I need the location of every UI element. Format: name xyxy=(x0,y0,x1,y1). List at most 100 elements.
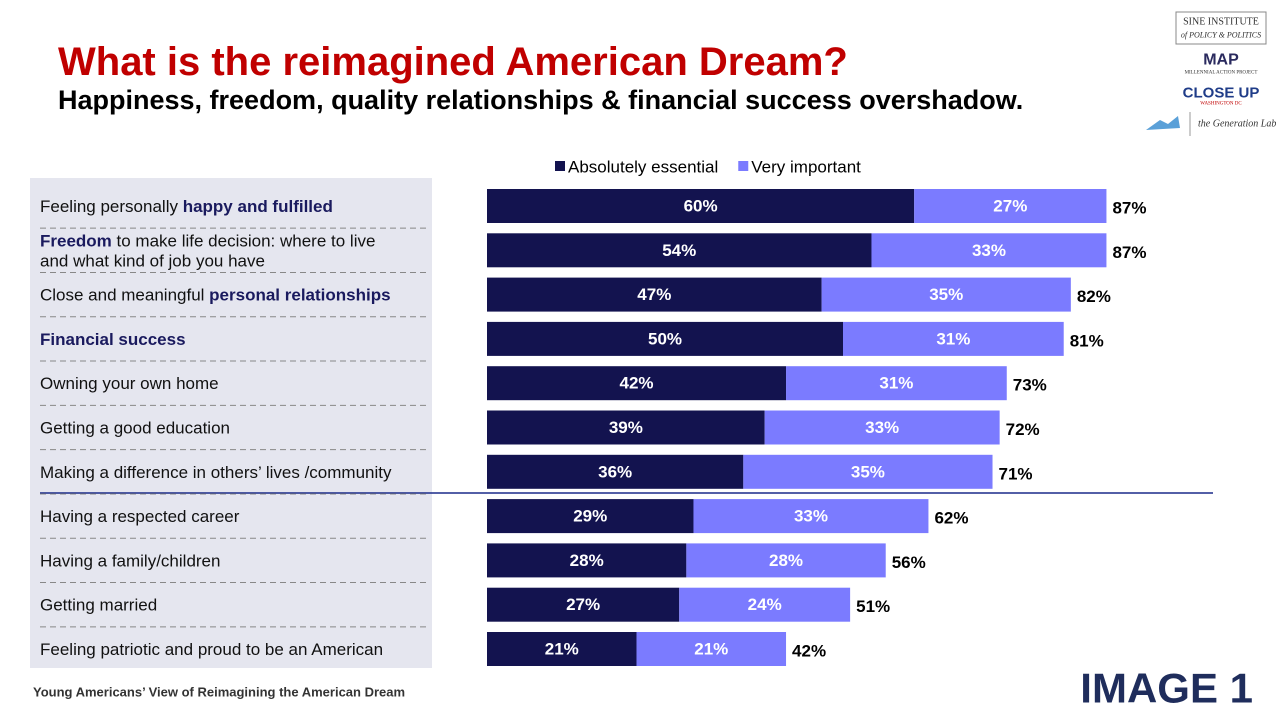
total-label: 42% xyxy=(792,642,826,661)
bar-value-label: 21% xyxy=(545,640,579,659)
bar-segment xyxy=(487,632,637,666)
bar-segment xyxy=(686,543,886,578)
logo-text: of POLICY & POLITICS xyxy=(1181,31,1261,40)
total-label: 72% xyxy=(1006,420,1040,439)
category-label-part: Close and meaningful xyxy=(40,285,209,304)
bar-segment xyxy=(871,233,1107,268)
total-label: 82% xyxy=(1077,287,1111,306)
category-label-part: Making a difference in others’ lives /co… xyxy=(40,462,392,481)
category-label-part: Owning your own home xyxy=(40,374,219,393)
category-label: and what kind of job you have xyxy=(40,251,265,270)
category-label: Feeling patriotic and proud to be an Ame… xyxy=(40,640,383,659)
category-label-part: Getting married xyxy=(40,595,157,614)
bar-value-label: 42% xyxy=(620,374,654,393)
bar-value-label: 21% xyxy=(694,640,728,659)
logo-mountain xyxy=(1146,116,1180,130)
label-panel xyxy=(30,178,432,668)
subtitle: Happiness, freedom, quality relationship… xyxy=(58,85,1023,115)
bar-value-label: 35% xyxy=(851,462,885,481)
logo-frame xyxy=(1175,11,1267,45)
category-label-part: Financial success xyxy=(40,329,186,348)
category-label-part: and what kind of job you have xyxy=(40,251,265,270)
bar-value-label: 47% xyxy=(637,285,671,304)
bar-value-label: 24% xyxy=(748,595,782,614)
bar-segment xyxy=(487,366,787,401)
bar-segment xyxy=(636,632,787,666)
bar-value-label: 29% xyxy=(573,507,607,526)
bar-value-label: 35% xyxy=(929,285,963,304)
bar-segment xyxy=(487,321,843,356)
category-label: Financial success xyxy=(40,329,186,348)
total-label: 71% xyxy=(999,464,1033,483)
total-label: 56% xyxy=(892,553,926,572)
logo-text: MILLENNIAL ACTION PROJECT xyxy=(1185,71,1258,76)
category-label-part: Having a family/children xyxy=(40,551,220,570)
bar-value-label: 39% xyxy=(609,418,643,437)
bar-value-label: 31% xyxy=(936,329,970,348)
bar-segment xyxy=(487,233,872,268)
category-label: Having a family/children xyxy=(40,551,220,570)
category-label: Making a difference in others’ lives /co… xyxy=(40,462,392,481)
footnote: Young Americans’ View of Reimagining the… xyxy=(33,685,405,700)
category-label-part: Freedom xyxy=(40,231,112,250)
total-label: 62% xyxy=(934,509,968,528)
logos: SINE INSTITUTE of POLICY & POLITICS MAP … xyxy=(1146,11,1276,136)
logo-text: the Generation Lab xyxy=(1198,119,1276,130)
category-label: Freedom to make life decision: where to … xyxy=(40,231,375,250)
category-label: Getting a good education xyxy=(40,418,230,437)
category-label-part: Getting a good education xyxy=(40,418,230,437)
bar-value-label: 28% xyxy=(570,551,604,570)
bar-value-label: 27% xyxy=(566,595,600,614)
legend-label: Absolutely essential xyxy=(568,158,718,177)
total-label: 81% xyxy=(1070,331,1104,350)
category-label: Feeling personally happy and fulfilled xyxy=(40,197,333,216)
bar-segment xyxy=(487,587,680,622)
bar-value-label: 31% xyxy=(879,374,913,393)
legend-swatch xyxy=(555,161,565,171)
bar-value-label: 54% xyxy=(662,241,696,260)
title: What is the reimagined American Dream? xyxy=(58,40,848,84)
bar-segment xyxy=(786,366,1007,401)
bar-segment xyxy=(487,410,765,445)
total-label: 51% xyxy=(856,597,890,616)
category-label-part: Feeling personally xyxy=(40,197,183,216)
bar-segment xyxy=(487,499,694,534)
bar-segment xyxy=(821,277,1071,312)
category-label: Having a respected career xyxy=(40,507,240,526)
bar-value-label: 33% xyxy=(972,241,1006,260)
bar-value-label: 60% xyxy=(684,197,718,216)
bar-segment xyxy=(679,587,851,622)
category-label-part: personal relationships xyxy=(209,285,390,304)
bar-segment xyxy=(487,454,744,489)
category-label: Owning your own home xyxy=(40,374,219,393)
category-label-part: to make life decision: where to live xyxy=(112,231,376,250)
category-label: Getting married xyxy=(40,595,157,614)
bar-value-label: 27% xyxy=(993,197,1027,216)
total-label: 87% xyxy=(1112,243,1146,262)
total-label: 87% xyxy=(1112,199,1146,218)
bar-segment xyxy=(743,454,993,489)
logo-text: SINE INSTITUTE xyxy=(1183,17,1259,28)
total-label: 73% xyxy=(1013,376,1047,395)
bar-segment xyxy=(693,499,929,534)
bar-segment xyxy=(843,321,1064,356)
category-label: Close and meaningful personal relationsh… xyxy=(40,285,391,304)
category-label-part: happy and fulfilled xyxy=(183,197,333,216)
logo-text: WASHINGTON DC xyxy=(1200,102,1242,107)
category-label-part: Feeling patriotic and proud to be an Ame… xyxy=(40,640,383,659)
bar-segment xyxy=(914,189,1107,223)
image-label: IMAGE 1 xyxy=(1080,665,1253,712)
logo-text: CLOSE UP xyxy=(1183,85,1260,102)
category-label-part: Having a respected career xyxy=(40,507,240,526)
bar-segment xyxy=(764,410,1000,445)
bar-segment xyxy=(487,277,822,312)
bar-value-label: 28% xyxy=(769,551,803,570)
bar-value-label: 50% xyxy=(648,329,682,348)
legend-swatch xyxy=(738,161,749,171)
legend-label: Very important xyxy=(751,158,861,177)
bar-segment xyxy=(487,543,687,578)
bar-value-label: 33% xyxy=(794,507,828,526)
bar-value-label: 36% xyxy=(598,462,632,481)
